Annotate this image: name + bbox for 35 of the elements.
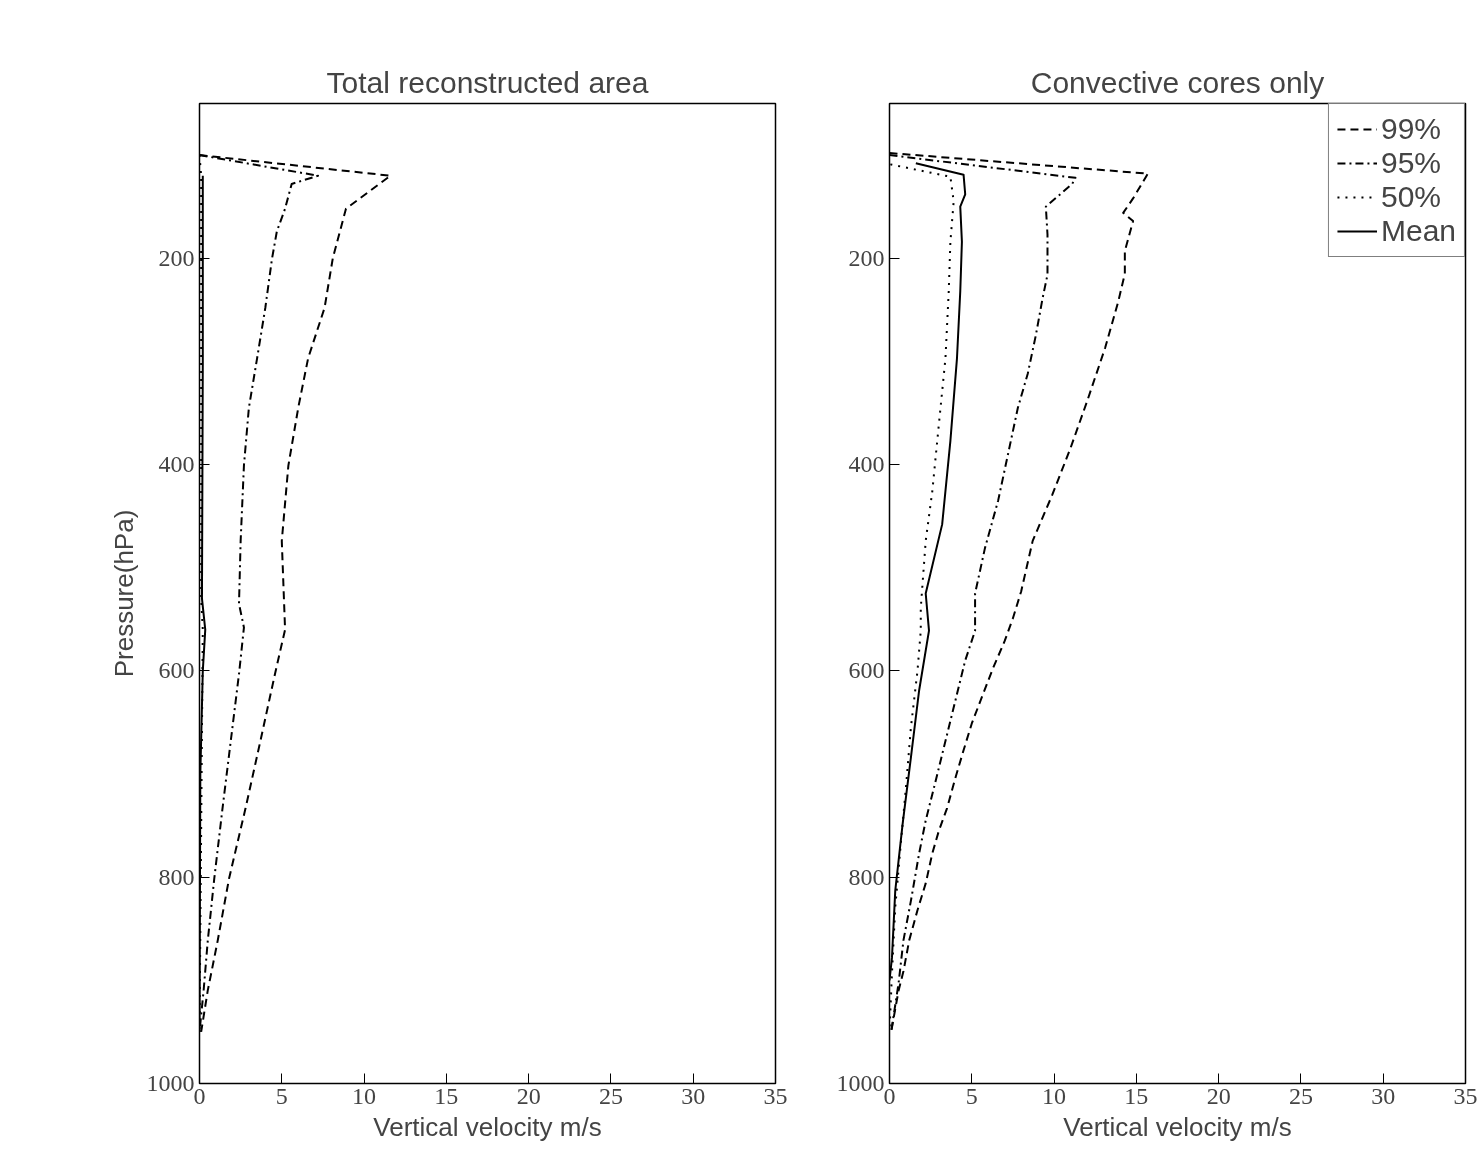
y-tick-label: 1000 xyxy=(836,1070,885,1096)
x-tick-label: 15 xyxy=(1124,1082,1149,1109)
legend-label: 99% xyxy=(1380,112,1441,146)
x-tick-label: 0 xyxy=(193,1082,206,1109)
x-tick-label: 25 xyxy=(1288,1082,1313,1109)
y-tick-label: 200 xyxy=(848,244,885,271)
x-tick-label: 25 xyxy=(598,1082,623,1109)
x-tick-label: 35 xyxy=(763,1082,788,1109)
y-tick-label: 600 xyxy=(158,657,195,684)
x-tick-label: 20 xyxy=(1206,1082,1231,1109)
legend-label: Mean xyxy=(1380,214,1456,248)
legend-label: 95% xyxy=(1380,146,1441,180)
x-tick-label: 30 xyxy=(1371,1082,1396,1109)
x-tick-label: 20 xyxy=(516,1082,541,1109)
x-tick-label: 10 xyxy=(352,1082,377,1109)
y-tick-label: 800 xyxy=(158,863,195,890)
x-tick-label: 35 xyxy=(1453,1082,1478,1109)
chart-title: Convective cores only xyxy=(1030,65,1325,99)
y-tick-label: 400 xyxy=(158,451,195,478)
x-tick-label: 5 xyxy=(965,1082,978,1109)
x-tick-label: 5 xyxy=(275,1082,288,1109)
x-tick-label: 0 xyxy=(883,1082,896,1109)
x-axis-title: Vertical velocity m/s xyxy=(373,1111,602,1142)
x-tick-label: 30 xyxy=(681,1082,706,1109)
y-tick-label: 800 xyxy=(848,863,885,890)
x-tick-label: 10 xyxy=(1042,1082,1067,1109)
y-axis-title: Pressure(hPa) xyxy=(108,509,139,678)
x-axis-title: Vertical velocity m/s xyxy=(1063,1111,1292,1142)
y-tick-label: 200 xyxy=(158,244,195,271)
legend-label: 50% xyxy=(1380,180,1441,214)
chart-title: Total reconstructed area xyxy=(326,65,649,99)
y-tick-label: 1000 xyxy=(146,1070,195,1096)
y-tick-label: 400 xyxy=(848,451,885,478)
y-tick-label: 600 xyxy=(848,657,885,684)
x-tick-label: 15 xyxy=(434,1082,459,1109)
